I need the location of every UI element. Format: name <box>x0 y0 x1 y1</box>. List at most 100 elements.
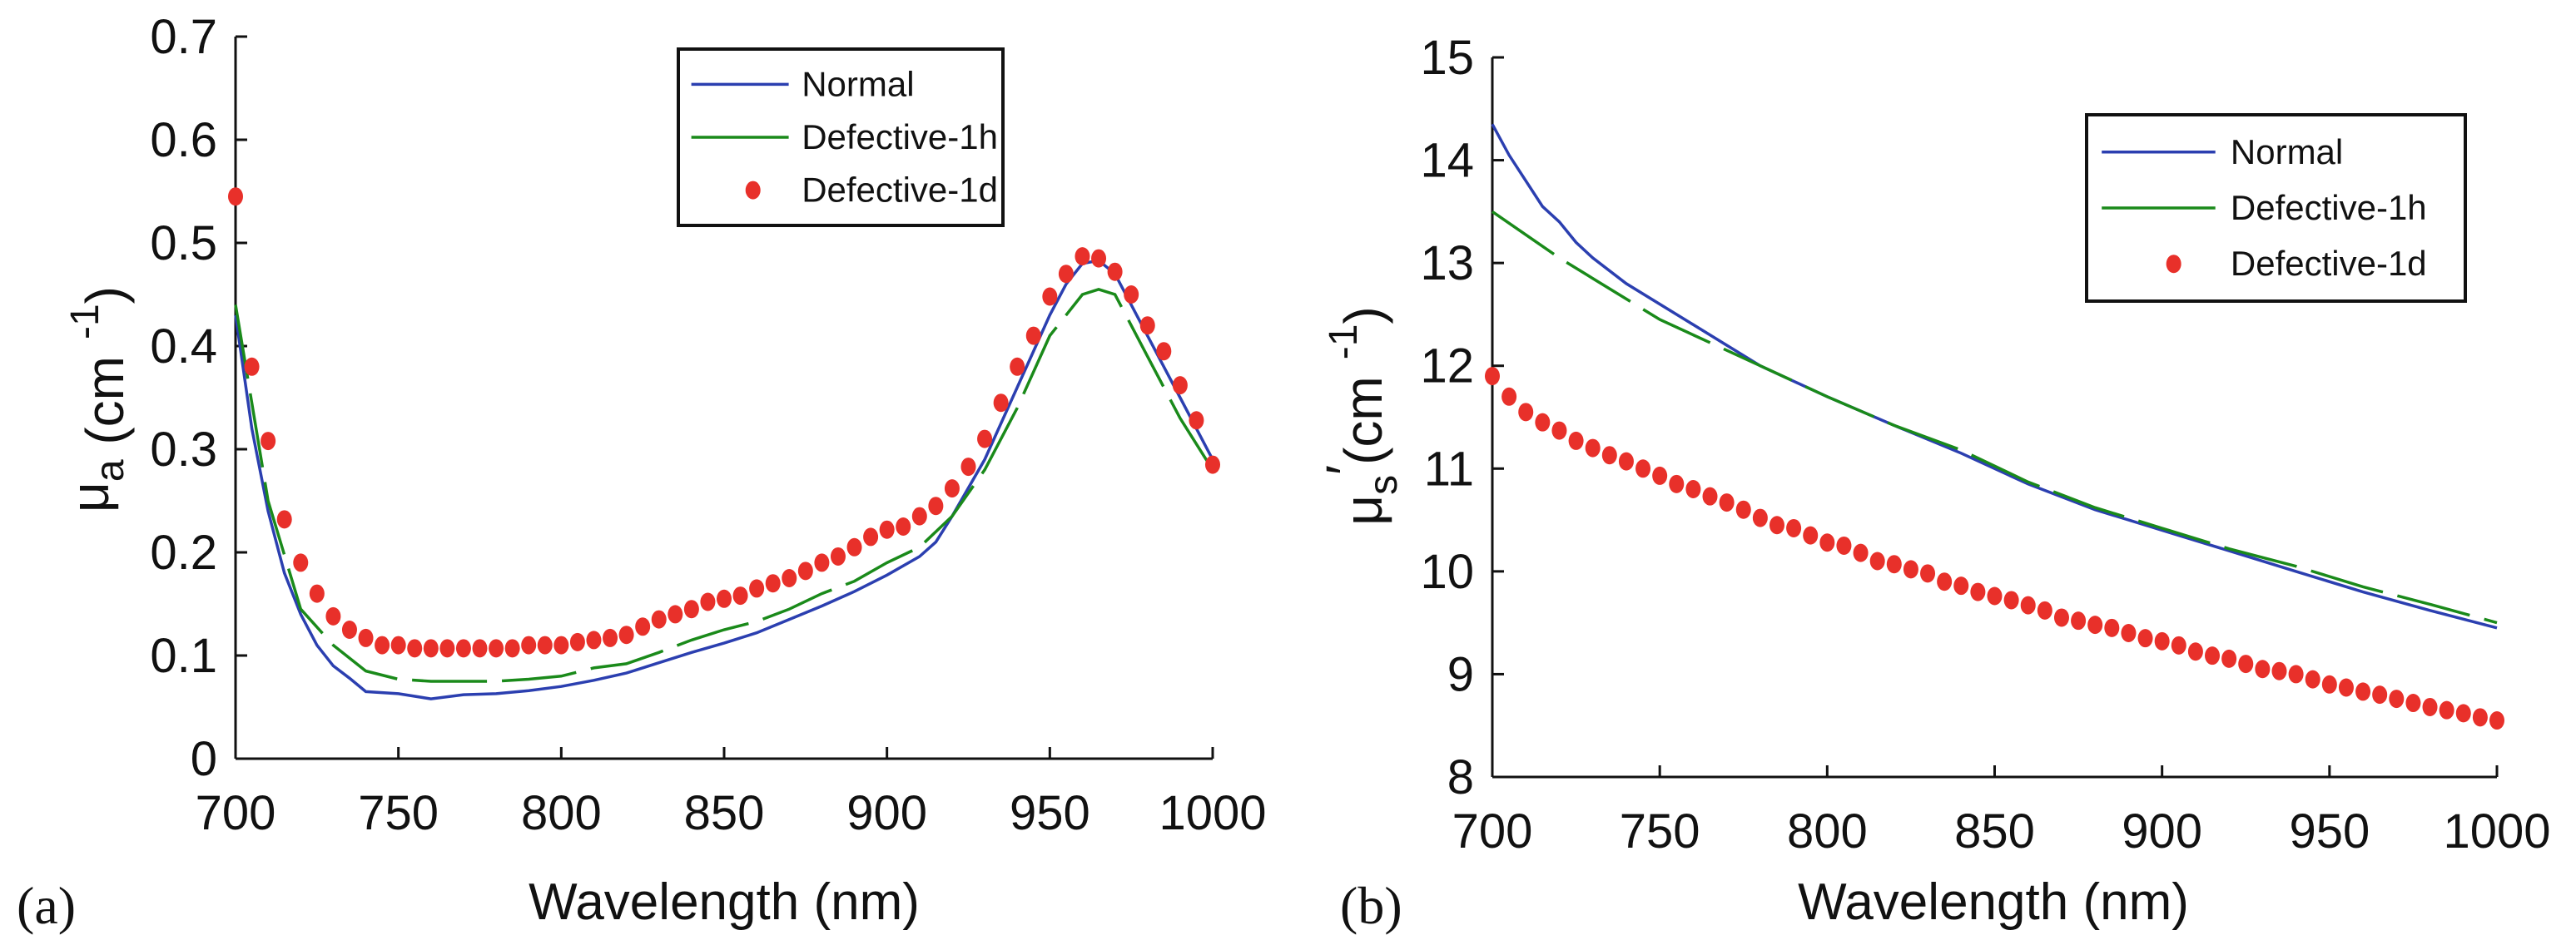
data-point <box>960 458 976 477</box>
data-point <box>2422 697 2438 716</box>
data-point <box>1685 480 1701 498</box>
series-defective-1d <box>1485 367 2504 730</box>
data-point <box>358 628 374 647</box>
data-point <box>2271 661 2287 680</box>
data-point <box>1652 466 1668 485</box>
y-axis-label: μs′(cm-1) <box>1315 306 1406 526</box>
data-point <box>1803 526 1819 545</box>
data-point <box>1769 516 1784 535</box>
series-line <box>234 259 1214 700</box>
data-point <box>635 617 651 636</box>
legend-label: Normal <box>802 64 914 103</box>
data-point <box>472 639 488 658</box>
data-point <box>375 636 390 655</box>
legend-label: Defective-1d <box>802 171 998 210</box>
x-tick-label: 800 <box>521 786 602 840</box>
data-point <box>276 510 292 529</box>
legend-marker <box>2166 255 2181 274</box>
y-tick-label: 0.6 <box>150 113 217 167</box>
x-tick-label: 900 <box>846 786 927 840</box>
y-tick-label: 0 <box>191 732 217 786</box>
panel-label: (b) <box>1340 876 1402 935</box>
x-tick-label: 850 <box>1954 804 2035 858</box>
data-point <box>782 569 797 587</box>
y-axis-label: μa (cm-1) <box>60 286 135 512</box>
data-point <box>293 553 309 572</box>
data-point <box>1987 586 2003 606</box>
data-point <box>2455 704 2471 723</box>
data-point <box>1058 265 1074 284</box>
data-point <box>2171 636 2186 655</box>
data-point <box>1937 572 1953 591</box>
series-line <box>1491 210 2498 625</box>
y-tick-label: 0.2 <box>150 526 217 580</box>
y-tick-label: 8 <box>1447 750 1474 804</box>
data-point <box>341 621 357 639</box>
data-point <box>1786 518 1802 537</box>
data-point <box>1189 411 1204 430</box>
x-tick-label: 950 <box>1010 786 1090 840</box>
y-tick-label: 9 <box>1447 647 1474 701</box>
data-point <box>1819 533 1835 552</box>
data-point <box>1010 357 1025 376</box>
data-point <box>2104 618 2120 637</box>
data-point <box>1551 421 1567 440</box>
data-point <box>2003 591 2019 610</box>
series-defective-1d <box>228 187 1220 658</box>
data-point <box>1702 487 1718 506</box>
series-normal <box>234 259 1214 700</box>
data-point <box>1535 413 1551 432</box>
data-point <box>668 605 683 624</box>
data-point <box>1719 493 1735 512</box>
data-point <box>1156 342 1172 361</box>
data-point <box>683 600 699 619</box>
data-point <box>846 537 862 557</box>
x-tick-label: 750 <box>1620 804 1700 858</box>
x-tick-label: 1000 <box>2443 804 2550 858</box>
y-tick-label: 14 <box>1420 134 1474 188</box>
series-defective-1h <box>234 287 1214 683</box>
x-tick-label: 900 <box>2122 804 2202 858</box>
data-point <box>1501 387 1517 406</box>
data-point <box>1025 326 1041 345</box>
data-point <box>879 520 895 539</box>
x-tick-label: 950 <box>2289 804 2370 858</box>
chart-a: 700 750 800 850 900 950 1000 0 0.1 0.2 0.3 0.4 0.5 0.… <box>17 10 1267 935</box>
data-point <box>2305 670 2320 689</box>
data-point <box>1886 555 1902 574</box>
data-point <box>504 639 520 658</box>
data-point <box>423 639 439 658</box>
data-point <box>1635 459 1651 478</box>
data-point <box>944 479 960 498</box>
data-point <box>749 579 765 598</box>
data-point <box>1618 452 1634 471</box>
data-point <box>1518 403 1534 422</box>
data-point <box>553 636 569 655</box>
data-point <box>977 429 993 448</box>
data-point <box>896 517 911 536</box>
data-point <box>521 636 537 655</box>
data-point <box>2221 649 2237 668</box>
data-point <box>2087 616 2103 635</box>
data-point <box>489 639 504 658</box>
data-point <box>993 393 1009 413</box>
data-point <box>2389 690 2405 709</box>
data-point <box>2154 631 2170 651</box>
data-point <box>2205 646 2221 665</box>
data-point <box>863 527 879 547</box>
data-point <box>1485 367 1500 386</box>
data-point <box>2137 629 2153 648</box>
data-point <box>407 639 423 658</box>
data-point <box>717 589 732 608</box>
y-tick-label: 0.7 <box>150 10 217 64</box>
data-point <box>2489 711 2504 730</box>
data-point <box>618 626 634 645</box>
data-point <box>1568 431 1584 450</box>
y-tick-label: 11 <box>1424 442 1474 496</box>
data-point <box>1124 285 1139 304</box>
data-point <box>2187 642 2203 661</box>
data-point <box>830 547 846 566</box>
data-point <box>2238 655 2254 674</box>
x-tick-label: 850 <box>684 786 765 840</box>
data-point <box>2121 624 2137 642</box>
